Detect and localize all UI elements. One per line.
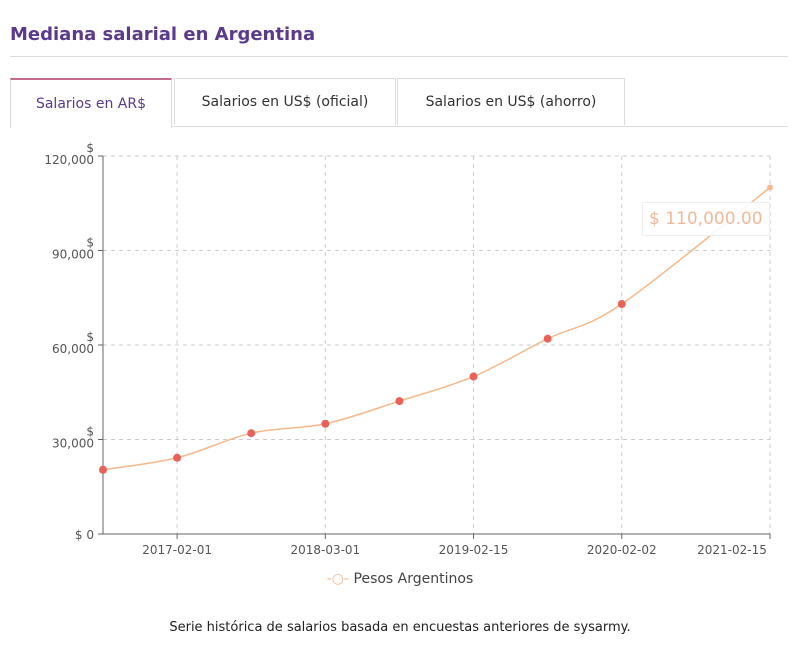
y-tick-label: 120,000 <box>44 153 94 167</box>
x-tick-label: 2020-02-02 <box>587 543 657 557</box>
legend-label: Pesos Argentinos <box>353 571 474 587</box>
data-point <box>247 429 256 438</box>
y-tick-prefix: $ <box>86 425 94 439</box>
tab-salarios-usd-oficial[interactable]: Salarios en US$ (oficial) <box>174 78 396 125</box>
legend[interactable]: -○- Pesos Argentinos <box>0 571 800 587</box>
salary-chart: $ 0$30,000$60,000$90,000$120,0002017-02-… <box>44 141 773 557</box>
divider <box>10 56 788 57</box>
data-point <box>543 334 552 343</box>
y-tick-label: 60,000 <box>52 342 94 356</box>
tab-salarios-ars[interactable]: Salarios en AR$ <box>10 78 172 128</box>
x-tick-label: 2018-03-01 <box>290 543 360 557</box>
y-tick-label: 90,000 <box>52 248 94 262</box>
legend-marker-icon: -○- <box>326 571 350 587</box>
data-point <box>617 300 626 309</box>
data-point <box>173 453 182 462</box>
data-point <box>395 397 404 406</box>
tab-salarios-usd-ahorro[interactable]: Salarios en US$ (ahorro) <box>397 78 625 125</box>
data-point <box>767 184 773 191</box>
tooltip: $ 110,000.00 <box>642 202 770 236</box>
tab-bar: Salarios en AR$ Salarios en US$ (oficial… <box>10 78 788 128</box>
y-tick-prefix: $ <box>86 236 94 250</box>
caption: Serie histórica de salarios basada en en… <box>169 620 631 635</box>
y-tick-prefix: $ <box>86 141 94 155</box>
data-point <box>99 465 107 474</box>
x-tick-label: 2021-02-15 <box>697 543 767 557</box>
y-tick-label: $ 0 <box>75 528 94 542</box>
x-tick-label: 2019-02-15 <box>439 543 509 557</box>
data-point <box>469 372 478 381</box>
y-tick-label: 30,000 <box>52 437 94 451</box>
page-title: Mediana salarial en Argentina <box>10 24 316 45</box>
data-point <box>321 419 330 428</box>
x-tick-label: 2017-02-01 <box>142 543 212 557</box>
y-tick-prefix: $ <box>86 330 94 344</box>
